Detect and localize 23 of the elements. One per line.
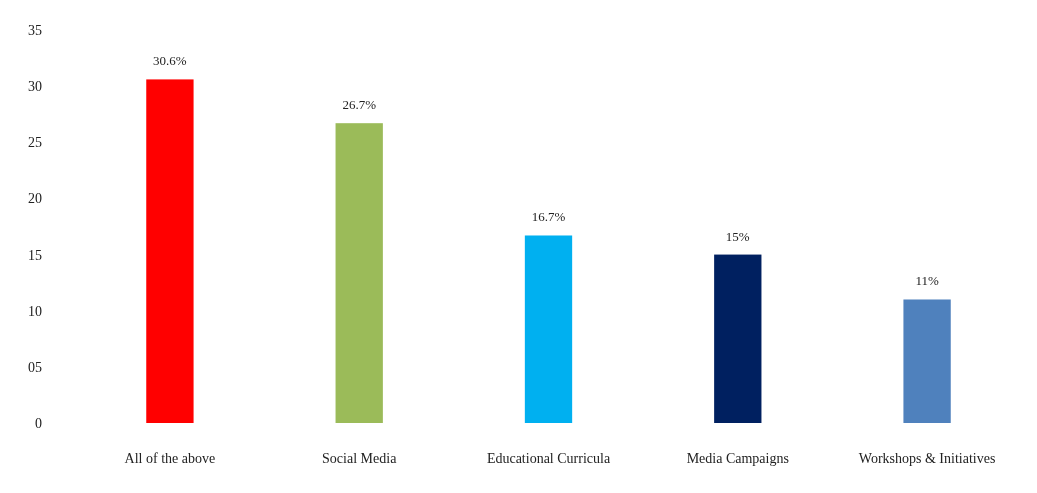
y-tick-label: 30 (28, 79, 42, 95)
data-label: 15% (725, 228, 750, 244)
x-tick-label: Social Media (322, 450, 398, 466)
data-label: 26.7% (342, 97, 377, 113)
data-label: 16.7% (531, 209, 566, 225)
y-tick-label: 35 (28, 22, 42, 38)
y-tick-label: 0 (35, 415, 42, 431)
x-tick-label: All of the above (124, 450, 216, 466)
y-tick-label: 10 (28, 303, 42, 319)
y-tick-label: 15 (28, 247, 42, 263)
bar (524, 235, 573, 423)
bar (335, 123, 383, 423)
x-tick-label: Workshops & Initiatives (858, 450, 996, 466)
x-tick-label: Educational Curricula (486, 450, 611, 466)
data-label: 30.6% (153, 53, 187, 69)
bar (146, 79, 194, 423)
data-label: 11% (915, 273, 939, 289)
y-tick-label: 05 (28, 359, 42, 375)
x-tick-label: Media Campaigns (686, 450, 789, 466)
y-tick-label: 25 (28, 135, 42, 151)
bar (903, 299, 951, 423)
y-tick-label: 20 (28, 191, 42, 207)
bar (714, 254, 762, 423)
